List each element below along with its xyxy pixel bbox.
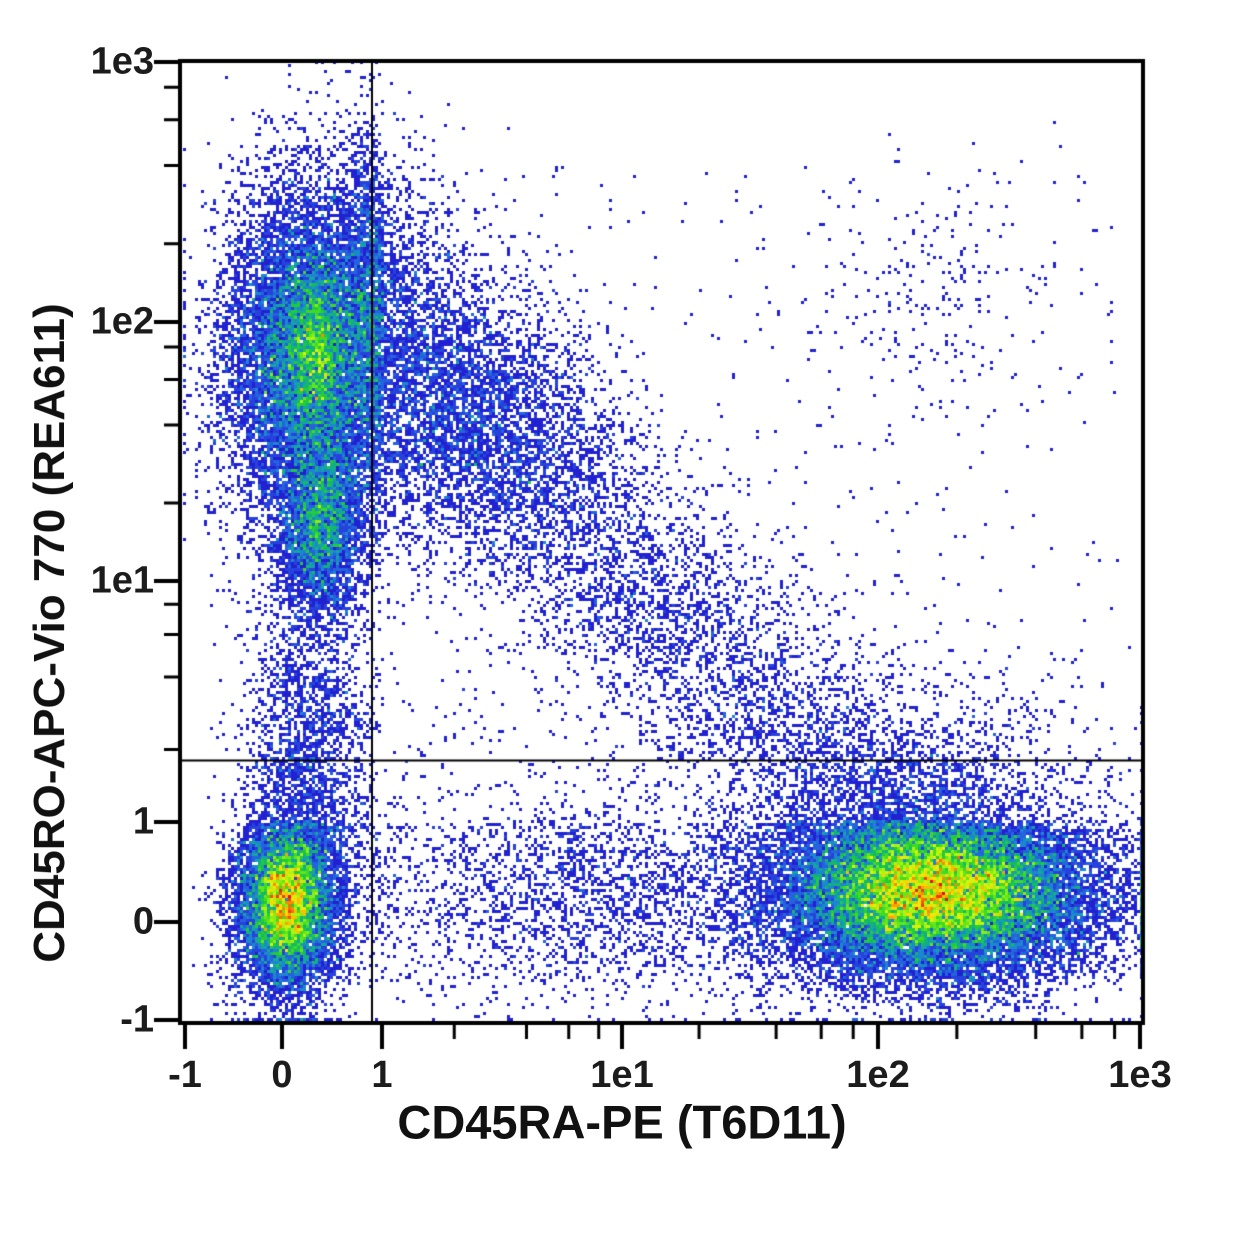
x-tick-label: 0: [271, 1054, 293, 1096]
y-tick-label: 1e2: [90, 300, 154, 343]
y-tick-label: 0: [132, 900, 154, 943]
y-tick-label: 1: [132, 800, 154, 843]
y-tick-label: 1e1: [90, 559, 154, 602]
x-axis-title: CD45RA-PE (T6D11): [397, 1095, 847, 1149]
x-tick-label: 1e1: [590, 1054, 654, 1096]
x-tick-label: 1: [371, 1054, 393, 1096]
x-tick-label: -1: [168, 1054, 202, 1096]
y-tick-label: 1e3: [90, 40, 154, 83]
y-tick-label: -1: [120, 998, 154, 1041]
x-tick-label: 1e2: [846, 1054, 910, 1096]
x-tick-label: 1e3: [1108, 1054, 1172, 1096]
y-axis-title: CD45RO-APC-Vio 770 (REA611): [25, 303, 74, 963]
